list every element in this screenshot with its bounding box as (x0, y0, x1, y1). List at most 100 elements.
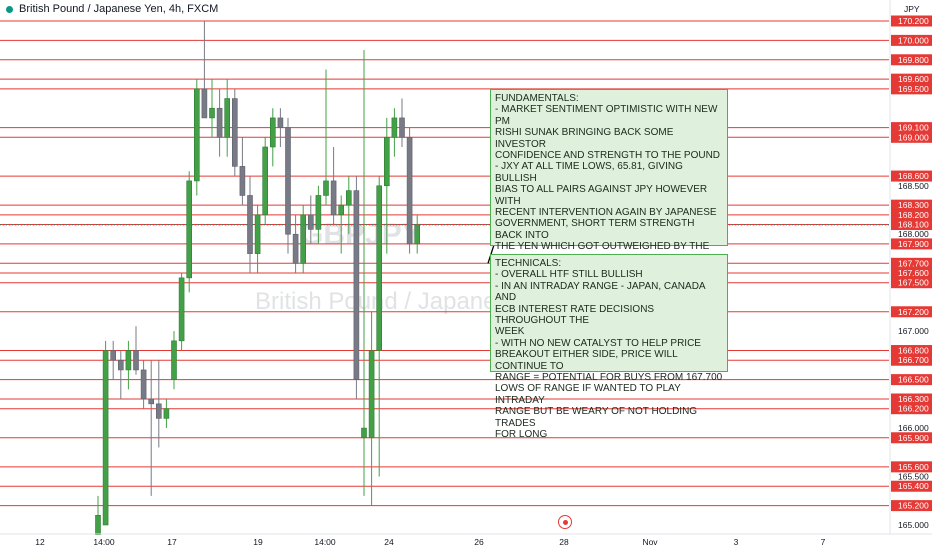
candle-body (232, 98, 238, 167)
level-label: 169.600 (898, 74, 929, 84)
level-label: 167.600 (898, 268, 929, 278)
candle-body (156, 403, 162, 419)
candle (216, 88, 223, 157)
technicals-line: LOWS OF RANGE IF WANTED TO PLAY INTRADAY (495, 383, 681, 406)
candle (262, 137, 269, 225)
candle (239, 137, 246, 206)
level-label: 168.200 (898, 210, 929, 220)
level-label-bg (891, 122, 932, 134)
level-label: 165.900 (898, 433, 929, 443)
level-label-bg (891, 219, 932, 231)
level-label: 169.800 (898, 55, 929, 65)
level-label-bg (891, 277, 932, 289)
candle (224, 79, 230, 157)
candle-body (406, 137, 413, 245)
time-axis: 12 14:00 17 19 14:00 24 26 28 Nov 3 7 (0, 533, 932, 547)
candle (125, 340, 132, 390)
fundamentals-line: - MARKET SENTIMENT OPTIMISTIC WITH NEW P… (495, 104, 718, 127)
time-tick-label: 17 (167, 537, 177, 547)
candle (368, 311, 375, 506)
candle (399, 98, 405, 147)
candle-body (110, 350, 116, 361)
candle-body (178, 277, 185, 342)
level-label-bg (891, 393, 932, 405)
candle-body (186, 180, 192, 279)
candle (163, 399, 170, 429)
time-tick-label: 12 (35, 537, 45, 547)
watermark-symbol: GBPJPY (300, 218, 422, 251)
fundamentals-line: CONFIDENCE AND STRENGTH TO THE POUND (495, 150, 721, 162)
technicals-line: WEEK (495, 326, 525, 338)
candle-body (330, 180, 337, 216)
price-tick-label: 166.000 (898, 423, 929, 433)
level-label: 167.900 (898, 239, 929, 249)
candle (186, 171, 192, 293)
candle (140, 360, 147, 409)
candle (201, 21, 208, 119)
fundamentals-line: GOVERNMENT, SHORT TERM STRENGTH BACK INT… (495, 218, 695, 241)
time-tick-label: 26 (474, 537, 484, 547)
candle-body (118, 359, 124, 371)
level-label: 166.300 (898, 394, 929, 404)
fundamentals-line: FUNDAMENTALS: (495, 93, 579, 104)
level-label: 166.800 (898, 346, 929, 356)
candle (254, 205, 261, 273)
price-axis: 165.000 165.500 166.000 166.500 167.000 167.5… (889, 0, 932, 534)
level-label: 167.500 (898, 278, 929, 288)
candle-body (345, 190, 352, 206)
candle-body (368, 350, 375, 439)
candle-body (171, 340, 177, 380)
candle (148, 360, 154, 496)
level-label: 165.400 (898, 481, 929, 491)
time-tick-label: 14:00 (93, 537, 115, 547)
candle-body (102, 350, 109, 526)
candles (95, 21, 421, 535)
technicals-line: - WITH NO NEW CATALYST TO HELP PRICE (495, 337, 701, 349)
time-tick-label: Nov (642, 537, 658, 547)
candle (209, 79, 215, 138)
fundamentals-note[interactable]: FUNDAMENTALS: - MARKET SENTIMENT OPTIMIST… (490, 89, 728, 355)
price-tick-label: 167.000 (898, 326, 929, 336)
candle (269, 108, 276, 167)
technicals-line: ECB INTEREST RATE DECISIONS THROUGHOUT T… (495, 303, 655, 327)
level-label: 166.500 (898, 375, 929, 385)
level-label: 165.200 (898, 501, 929, 511)
candle-body (224, 98, 230, 138)
candle (178, 273, 185, 351)
replay-dot (562, 519, 568, 525)
candle-body (216, 107, 223, 138)
candle-body (125, 350, 132, 371)
level-label-bg (891, 34, 932, 46)
price-tick-label: 168.500 (898, 181, 929, 191)
technicals-line: TECHNICALS: (495, 258, 562, 269)
candle (102, 340, 109, 526)
level-label-bg (891, 15, 932, 27)
level-lines (0, 20, 889, 507)
symbol-header[interactable]: British Pound / Japanese Yen, 4h, FXCM (6, 3, 218, 15)
level-label: 169.500 (898, 84, 929, 94)
replay-icon[interactable] (558, 515, 572, 529)
level-label-bg (891, 374, 932, 386)
market-status-icon (6, 5, 13, 13)
candle-body (95, 515, 101, 535)
level-label: 170.000 (898, 35, 929, 45)
time-tick-label: 3 (734, 537, 739, 547)
level-label-bg (891, 54, 932, 66)
price-tick-label: 168.000 (898, 229, 929, 239)
candle-body (269, 117, 276, 148)
candle-body (254, 214, 261, 254)
candle (353, 176, 360, 399)
technicals-line: BREAKOUT EITHER SIDE, PRICE WILL CONTINU… (495, 349, 678, 372)
candle-body (391, 117, 398, 138)
technicals-note[interactable]: TECHNICALS: - OVERALL HTF STILL BULLISH - … (490, 254, 728, 440)
level-label: 168.100 (898, 220, 929, 230)
candle-body (148, 398, 154, 405)
currency-label: JPY (904, 4, 920, 14)
candle (95, 495, 101, 535)
price-tick-label: 165.500 (898, 472, 929, 482)
technicals-line: RANGE = POTENTIAL FOR BUYS FROM 167.700 (495, 372, 723, 384)
level-label: 167.700 (898, 258, 929, 268)
time-tick-label: 19 (253, 537, 263, 547)
technicals-line: RANGE BUT BE WEARY OF NOT HOLDING TRADES (495, 406, 698, 429)
